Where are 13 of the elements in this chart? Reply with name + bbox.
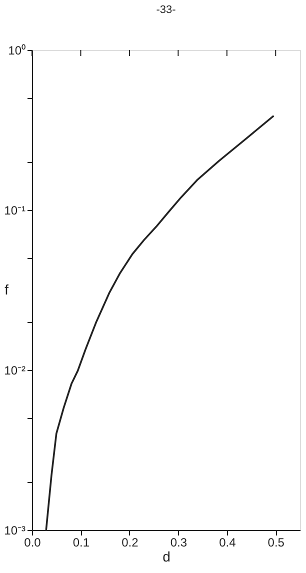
x-tick-label: 0.4: [219, 536, 236, 550]
x-tick-label: 0.3: [170, 536, 188, 550]
x-axis-title: d: [162, 548, 170, 564]
y-tick-label: 10⁰: [8, 44, 26, 58]
text: -33-: [156, 4, 176, 16]
y-tick-label: 10⁻²: [4, 364, 26, 378]
y-tick-label: 10⁻³: [4, 524, 26, 538]
x-tick-label: 0.0: [24, 536, 42, 550]
y-tick-label: 10⁻¹: [4, 204, 26, 218]
x-tick-label: 0.1: [72, 536, 90, 550]
y-axis-title: f: [4, 282, 9, 298]
x-tick-label: 0.5: [268, 536, 285, 550]
x-tick-label: 0.2: [122, 536, 139, 550]
